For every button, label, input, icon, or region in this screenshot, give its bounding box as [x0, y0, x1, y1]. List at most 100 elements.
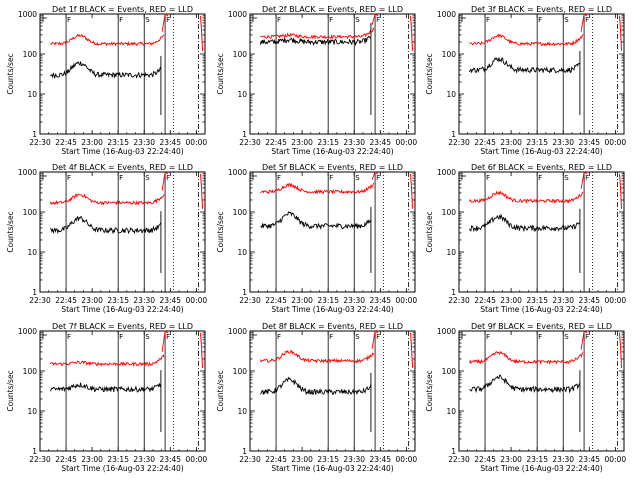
y-axis-label: Counts/sec: [6, 211, 15, 252]
y-tick-label: 10: [237, 407, 247, 416]
lld-series-line: [50, 33, 165, 47]
lld-flare-spike: [161, 171, 169, 191]
events-series-line: [469, 374, 581, 394]
lld-flare-spike: [371, 171, 379, 180]
x-tick-label: 22:30: [239, 296, 261, 305]
x-tick-label: 23:15: [317, 138, 339, 147]
marker-label: F: [277, 16, 281, 24]
panel-det-8: Det 8f BLACK = Events, RED = LLD 1 10 100 10…: [216, 322, 417, 473]
marker-label: F: [376, 174, 380, 182]
y-tick-label: 100: [233, 50, 248, 59]
events-series-line: [260, 376, 372, 396]
plot-frame: [249, 171, 416, 293]
y-tick-label: 1: [451, 447, 456, 456]
lld-late-segment: [619, 15, 623, 51]
events-series-line: [50, 61, 162, 80]
marker-label: F: [119, 174, 123, 182]
x-tick-label: 22:45: [265, 455, 287, 464]
plot-frame: [39, 13, 206, 135]
lld-series-line: [49, 193, 165, 206]
x-tick-label: 23:45: [159, 296, 181, 305]
y-tick-label: 10: [446, 407, 456, 416]
y-axis-label: Counts/sec: [216, 211, 225, 252]
marker-label: S: [145, 16, 150, 24]
x-tick-label: 00:00: [605, 138, 627, 147]
x-tick-label: 00:00: [396, 296, 418, 305]
events-series-line: [260, 211, 372, 230]
x-tick-label: 00:00: [186, 296, 208, 305]
marker-label: F: [329, 333, 333, 341]
lld-flare-spike: [161, 13, 169, 32]
y-axis-label: Counts/sec: [216, 53, 225, 94]
x-tick-label: 22:30: [239, 455, 261, 464]
panel-title: Det 5f BLACK = Events, RED = LLD: [262, 163, 403, 172]
marker-label: F: [486, 174, 490, 182]
y-tick-label: 100: [23, 50, 38, 59]
marker-label: F: [585, 16, 589, 24]
plot-frame: [458, 171, 625, 293]
x-tick-label: 23:45: [369, 138, 391, 147]
x-tick-label: 00:00: [605, 296, 627, 305]
panel-det-2: Det 2f BLACK = Events, RED = LLD 1 10 100 10…: [216, 5, 417, 156]
x-tick-label: 23:30: [552, 455, 574, 464]
lld-late-segment: [619, 173, 623, 209]
lld-flare-spike: [580, 330, 588, 350]
x-tick-label: 22:45: [55, 296, 77, 305]
marker-label: S: [564, 174, 569, 182]
y-tick-label: 10: [27, 90, 37, 99]
panel-det-9: Det 9f BLACK = Events, RED = LLD 1 10 100 10…: [425, 322, 626, 473]
marker-label: F: [538, 333, 542, 341]
lld-late-segment: [200, 15, 204, 51]
marker-label: F: [67, 174, 71, 182]
x-tick-label: 22:30: [448, 455, 470, 464]
y-axis-label: Counts/sec: [425, 211, 434, 252]
x-tick-label: 22:30: [448, 138, 470, 147]
x-tick-label: 23:30: [343, 138, 365, 147]
x-tick-label: 23:15: [526, 138, 548, 147]
x-tick-label: 23:45: [159, 455, 181, 464]
x-tick-label: 22:45: [474, 455, 496, 464]
x-tick-label: 23:00: [500, 138, 522, 147]
marker-label: F: [119, 16, 123, 24]
plot-frame: [458, 330, 625, 452]
panel-title: Det 8f BLACK = Events, RED = LLD: [262, 322, 403, 331]
events-series-line: [259, 35, 372, 47]
y-tick-label: 10: [237, 248, 247, 257]
marker-label: F: [166, 174, 170, 182]
x-axis-label: Start Time (16-Aug-03 22:24:40): [61, 464, 183, 473]
marker-label: F: [277, 174, 281, 182]
x-tick-label: 22:45: [474, 138, 496, 147]
panel-det-4: Det 4f BLACK = Events, RED = LLD 1 10 100 10…: [6, 163, 207, 314]
lld-late-segment: [410, 15, 414, 51]
marker-label: F: [329, 174, 333, 182]
x-tick-label: 00:00: [186, 138, 208, 147]
panel-title: Det 2f BLACK = Events, RED = LLD: [262, 5, 403, 14]
x-tick-label: 23:15: [107, 296, 129, 305]
lld-flare-spike: [371, 330, 379, 349]
x-tick-label: 00:00: [396, 455, 418, 464]
marker-label: S: [355, 16, 360, 24]
y-tick-label: 10: [27, 407, 37, 416]
panel-title: Det 3f BLACK = Events, RED = LLD: [471, 5, 612, 14]
marker-label: F: [538, 16, 542, 24]
plot-frame: [249, 13, 416, 135]
lld-late-segment: [410, 332, 414, 368]
x-tick-label: 23:15: [317, 296, 339, 305]
x-tick-label: 22:30: [448, 296, 470, 305]
lld-series-line: [259, 349, 375, 364]
y-axis-label: Counts/sec: [425, 370, 434, 411]
plot-frame: [39, 330, 206, 452]
y-tick-label: 100: [442, 367, 457, 376]
x-tick-label: 23:00: [500, 296, 522, 305]
y-tick-label: 1000: [18, 168, 37, 177]
x-tick-label: 23:00: [81, 296, 103, 305]
y-tick-label: 100: [442, 208, 457, 217]
x-tick-label: 23:45: [369, 455, 391, 464]
x-tick-label: 23:30: [552, 296, 574, 305]
y-tick-label: 100: [23, 367, 38, 376]
panel-title: Det 7f BLACK = Events, RED = LLD: [52, 322, 193, 331]
marker-label: F: [585, 174, 589, 182]
y-tick-label: 1: [242, 288, 247, 297]
marker-label: S: [355, 333, 360, 341]
marker-label: F: [585, 333, 589, 341]
